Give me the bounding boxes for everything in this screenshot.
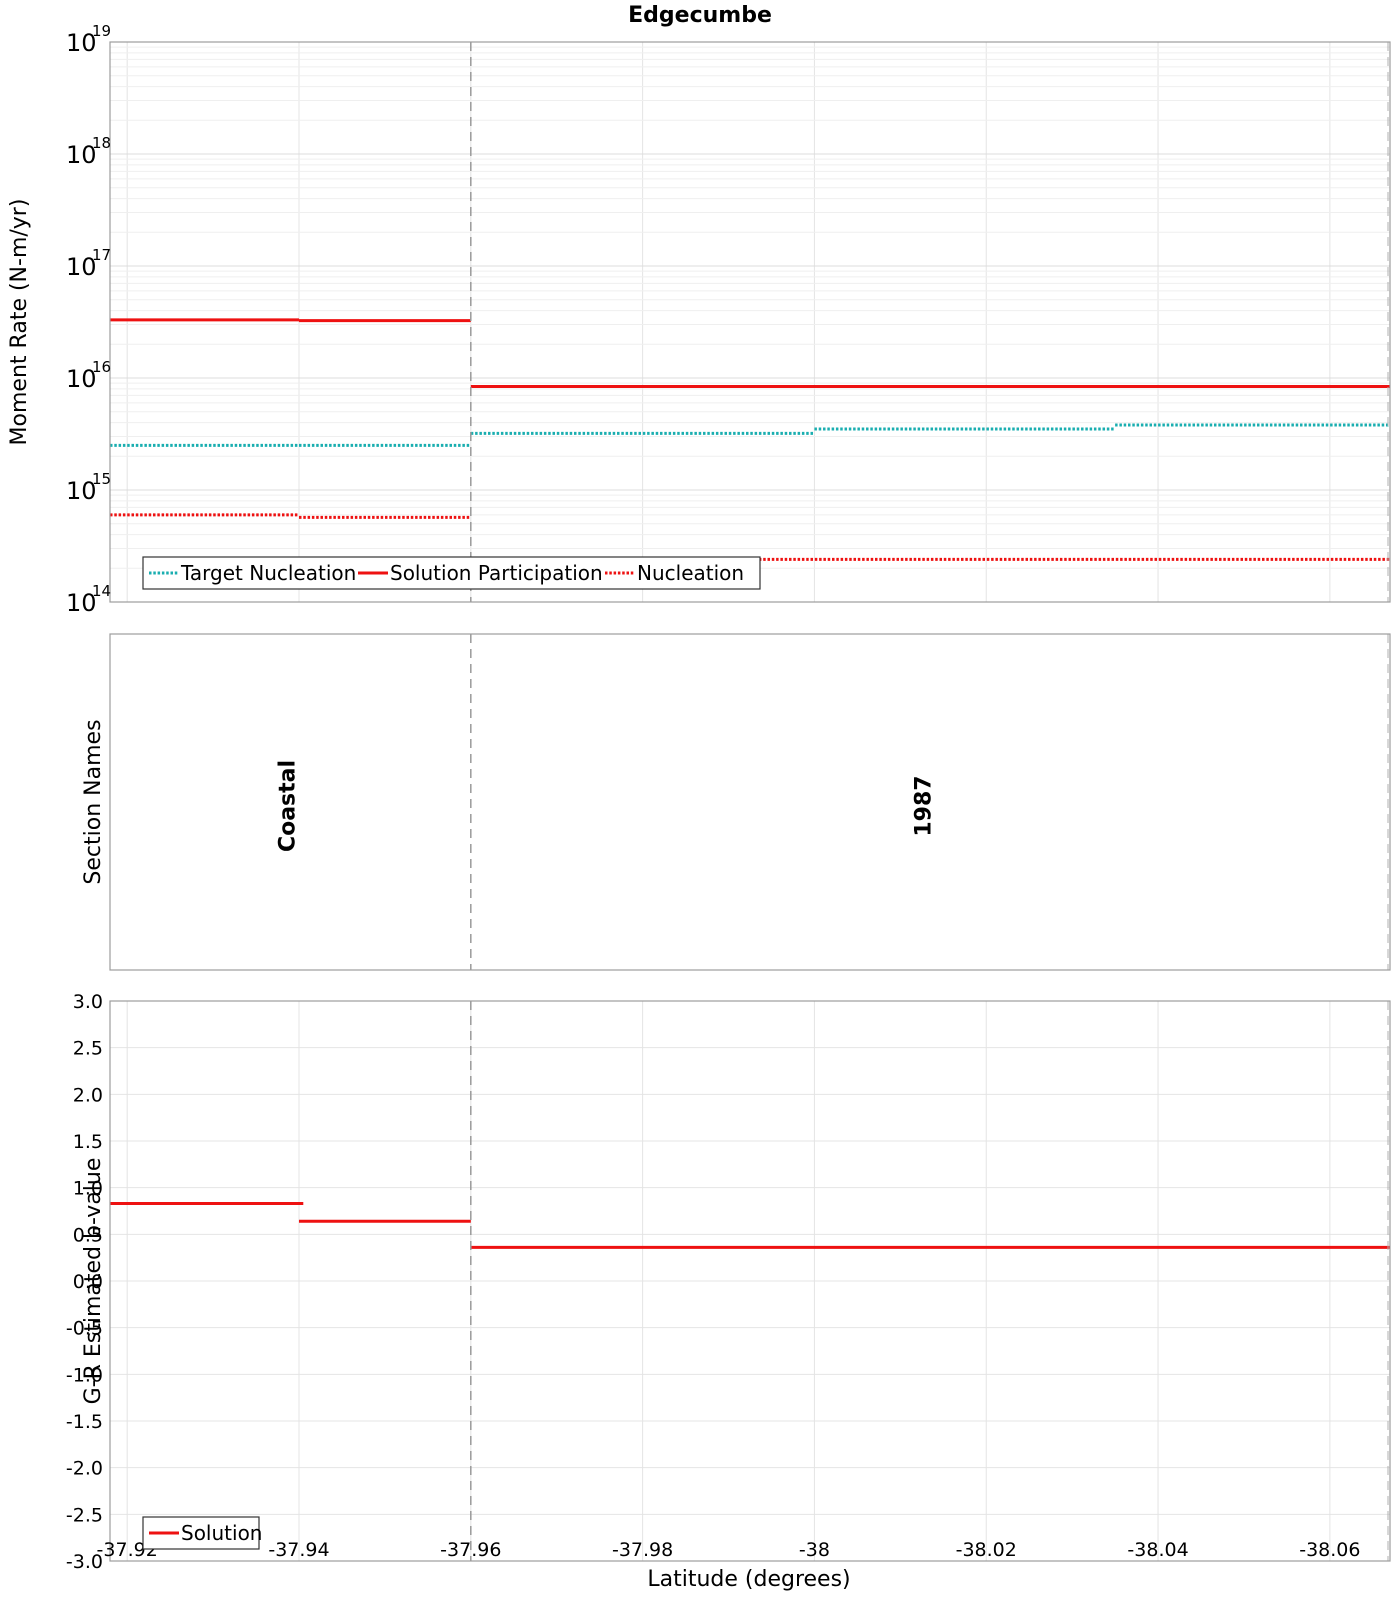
series-nucleation bbox=[110, 513, 1390, 561]
y-tick-label: -2.5 bbox=[66, 1504, 103, 1526]
y-tick-base: 10 bbox=[66, 253, 97, 281]
y-tick-exponent: 19 bbox=[92, 22, 111, 40]
y-axis-title-bvalue: G-R Estimated b-value bbox=[81, 1158, 106, 1405]
y-tick-label: -1.5 bbox=[66, 1411, 103, 1433]
x-tick-label: -37.96 bbox=[440, 1539, 501, 1561]
y-tick-base: 10 bbox=[66, 477, 97, 505]
x-tick-label: -37.94 bbox=[268, 1539, 329, 1561]
series-solution-participation bbox=[110, 318, 1390, 388]
legend-label: Nucleation bbox=[637, 561, 744, 585]
section-name-label: 1987 bbox=[911, 775, 936, 836]
y-tick-exponent: 15 bbox=[92, 470, 111, 488]
x-tick-label: -38.04 bbox=[1127, 1539, 1188, 1561]
plot-frame-moment bbox=[109, 41, 1391, 603]
legend-label: Target Nucleation bbox=[180, 561, 356, 585]
y-tick-label: -3.0 bbox=[66, 1551, 103, 1573]
y-tick-label: 2.5 bbox=[73, 1038, 103, 1060]
legend-moment: Target Nucleation Solution Participation N… bbox=[142, 556, 761, 590]
series-solution bbox=[110, 1202, 1390, 1249]
y-tick-exponent: 16 bbox=[92, 358, 111, 376]
y-axis-title-moment: Moment Rate (N-m/yr) bbox=[7, 199, 32, 446]
y-tick-base: 10 bbox=[66, 365, 97, 393]
section-name-label: Coastal bbox=[276, 760, 301, 852]
series-target-nucleation bbox=[110, 423, 1390, 447]
y-tick-label: -2.0 bbox=[66, 1458, 103, 1480]
legend-box bbox=[142, 556, 761, 590]
legend-label: Solution bbox=[181, 1521, 262, 1545]
x-tick-label: -38.06 bbox=[1299, 1539, 1360, 1561]
y-tick-exponent: 17 bbox=[92, 246, 111, 264]
plot-frame-bvalue bbox=[109, 1000, 1391, 1562]
x-axis-title: Latitude (degrees) bbox=[647, 1567, 850, 1592]
y-tick-label: 0.5 bbox=[73, 1224, 103, 1246]
chart-title: Edgecumbe bbox=[628, 3, 772, 28]
y-tick-label: 1.0 bbox=[73, 1178, 103, 1200]
y-tick-label: 2.0 bbox=[73, 1084, 103, 1106]
y-tick-exponent: 18 bbox=[92, 134, 111, 152]
legend-label: Solution Participation bbox=[390, 561, 603, 585]
y-tick-label: -0.5 bbox=[66, 1318, 103, 1340]
y-tick-label: 1.5 bbox=[73, 1131, 103, 1153]
x-tick-label: -38 bbox=[799, 1539, 830, 1561]
y-tick-label: 3.0 bbox=[73, 991, 103, 1013]
y-tick-base: 10 bbox=[66, 141, 97, 169]
y-tick-label: 0.0 bbox=[73, 1271, 103, 1293]
y-axis-title-sections: Section Names bbox=[81, 719, 106, 884]
y-tick-exponent: 14 bbox=[92, 582, 111, 600]
plot-frame-sections bbox=[109, 633, 1391, 971]
y-tick-base: 10 bbox=[66, 29, 97, 57]
legend-bvalue: Solution bbox=[142, 1516, 262, 1550]
y-tick-label: -1.0 bbox=[66, 1364, 103, 1386]
y-tick-base: 10 bbox=[66, 589, 97, 617]
x-tick-label: -37.98 bbox=[612, 1539, 673, 1561]
x-tick-label: -38.02 bbox=[956, 1539, 1017, 1561]
